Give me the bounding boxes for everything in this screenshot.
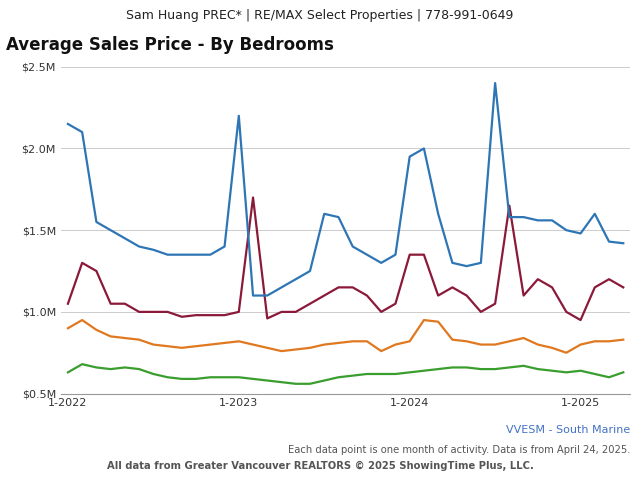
Text: Average Sales Price - By Bedrooms: Average Sales Price - By Bedrooms — [6, 36, 334, 54]
Text: All data from Greater Vancouver REALTORS © 2025 ShowingTime Plus, LLC.: All data from Greater Vancouver REALTORS… — [107, 461, 533, 471]
Text: Sam Huang PREC* | RE/MAX Select Properties | 778-991-0649: Sam Huang PREC* | RE/MAX Select Properti… — [126, 9, 514, 22]
Text: VVESM - South Marine: VVESM - South Marine — [506, 425, 630, 435]
Text: Each data point is one month of activity. Data is from April 24, 2025.: Each data point is one month of activity… — [288, 445, 630, 456]
